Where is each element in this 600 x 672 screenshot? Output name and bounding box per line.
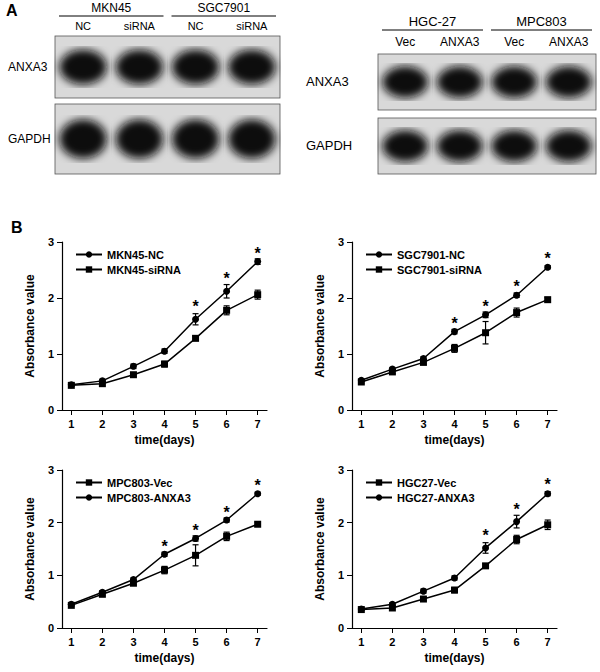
svg-text:B: B	[11, 219, 23, 236]
svg-text:ANXA3: ANXA3	[549, 35, 589, 49]
svg-text:HGC27-Vec: HGC27-Vec	[397, 477, 456, 489]
svg-text:6: 6	[224, 636, 230, 648]
svg-text:3: 3	[130, 636, 136, 648]
svg-text:ANXA3: ANXA3	[306, 74, 349, 89]
svg-text:*: *	[482, 527, 489, 544]
svg-text:MPC803-ANXA3: MPC803-ANXA3	[107, 492, 191, 504]
svg-text:time(days): time(days)	[134, 651, 194, 665]
svg-text:HGC27-ANXA3: HGC27-ANXA3	[397, 492, 475, 504]
svg-text:*: *	[192, 298, 199, 315]
svg-text:Vec: Vec	[504, 35, 524, 49]
svg-text:MKN45-siRNA: MKN45-siRNA	[107, 264, 181, 276]
svg-text:4: 4	[161, 636, 168, 648]
svg-text:*: *	[161, 538, 168, 555]
svg-text:Vec: Vec	[395, 35, 415, 49]
svg-text:1: 1	[68, 636, 74, 648]
svg-text:4: 4	[161, 418, 168, 430]
svg-text:NC: NC	[75, 20, 91, 32]
svg-text:1: 1	[338, 348, 344, 360]
svg-text:2: 2	[99, 636, 105, 648]
svg-text:3: 3	[420, 636, 426, 648]
svg-text:*: *	[255, 245, 262, 262]
svg-text:7: 7	[545, 636, 551, 648]
svg-text:6: 6	[224, 418, 230, 430]
svg-text:MKN45: MKN45	[91, 1, 131, 15]
svg-text:Absorbance value: Absorbance value	[23, 274, 37, 378]
svg-text:*: *	[192, 522, 199, 539]
svg-text:6: 6	[514, 636, 520, 648]
svg-text:3: 3	[338, 464, 344, 476]
svg-text:3: 3	[338, 236, 344, 248]
svg-text:5: 5	[482, 636, 488, 648]
svg-text:*: *	[224, 270, 231, 287]
svg-text:*: *	[514, 278, 521, 295]
svg-text:NC: NC	[188, 20, 204, 32]
svg-text:2: 2	[48, 517, 54, 529]
svg-text:3: 3	[130, 418, 136, 430]
svg-text:Absorbance value: Absorbance value	[313, 497, 327, 601]
svg-text:*: *	[545, 476, 552, 493]
svg-text:GAPDH: GAPDH	[8, 132, 51, 146]
svg-text:Absorbance value: Absorbance value	[23, 497, 37, 601]
svg-text:MPC803-Vec: MPC803-Vec	[107, 477, 172, 489]
svg-text:MPC803: MPC803	[516, 14, 567, 29]
svg-text:7: 7	[545, 418, 551, 430]
svg-text:time(days): time(days)	[424, 651, 484, 665]
svg-text:SGC7901-NC: SGC7901-NC	[397, 249, 465, 261]
svg-text:*: *	[451, 315, 458, 332]
svg-text:3: 3	[48, 236, 54, 248]
svg-text:GAPDH: GAPDH	[306, 138, 352, 153]
svg-text:1: 1	[338, 569, 344, 581]
svg-text:*: *	[224, 504, 231, 521]
svg-text:0: 0	[338, 404, 344, 416]
svg-text:1: 1	[358, 636, 364, 648]
svg-text:1: 1	[48, 569, 54, 581]
svg-text:A: A	[6, 2, 18, 19]
svg-text:4: 4	[451, 418, 458, 430]
svg-text:2: 2	[338, 517, 344, 529]
svg-text:5: 5	[482, 418, 488, 430]
svg-text:0: 0	[338, 622, 344, 634]
svg-text:5: 5	[192, 418, 198, 430]
svg-text:time(days): time(days)	[424, 433, 484, 447]
svg-text:7: 7	[255, 636, 261, 648]
svg-text:time(days): time(days)	[134, 433, 194, 447]
svg-text:0: 0	[48, 404, 54, 416]
svg-text:2: 2	[389, 418, 395, 430]
svg-text:1: 1	[358, 418, 364, 430]
svg-text:7: 7	[255, 418, 261, 430]
svg-text:2: 2	[99, 418, 105, 430]
svg-text:SGC7901: SGC7901	[197, 1, 250, 15]
svg-text:3: 3	[48, 464, 54, 476]
svg-text:*: *	[545, 250, 552, 267]
svg-text:ANXA3: ANXA3	[8, 60, 48, 74]
svg-text:*: *	[514, 501, 521, 518]
svg-text:0: 0	[48, 622, 54, 634]
svg-text:SGC7901-siRNA: SGC7901-siRNA	[397, 264, 482, 276]
svg-text:siRNA: siRNA	[236, 20, 268, 32]
svg-text:4: 4	[451, 636, 458, 648]
svg-text:1: 1	[68, 418, 74, 430]
svg-text:Absorbance value: Absorbance value	[313, 274, 327, 378]
svg-text:siRNA: siRNA	[124, 20, 156, 32]
svg-text:*: *	[255, 477, 262, 494]
svg-text:5: 5	[192, 636, 198, 648]
svg-text:2: 2	[338, 292, 344, 304]
svg-text:*: *	[482, 298, 489, 315]
svg-text:2: 2	[48, 292, 54, 304]
svg-text:MKN45-NC: MKN45-NC	[107, 249, 164, 261]
svg-text:1: 1	[48, 348, 54, 360]
svg-text:6: 6	[514, 418, 520, 430]
svg-text:2: 2	[389, 636, 395, 648]
svg-text:HGC-27: HGC-27	[409, 14, 457, 29]
svg-text:ANXA3: ANXA3	[440, 35, 480, 49]
svg-text:3: 3	[420, 418, 426, 430]
